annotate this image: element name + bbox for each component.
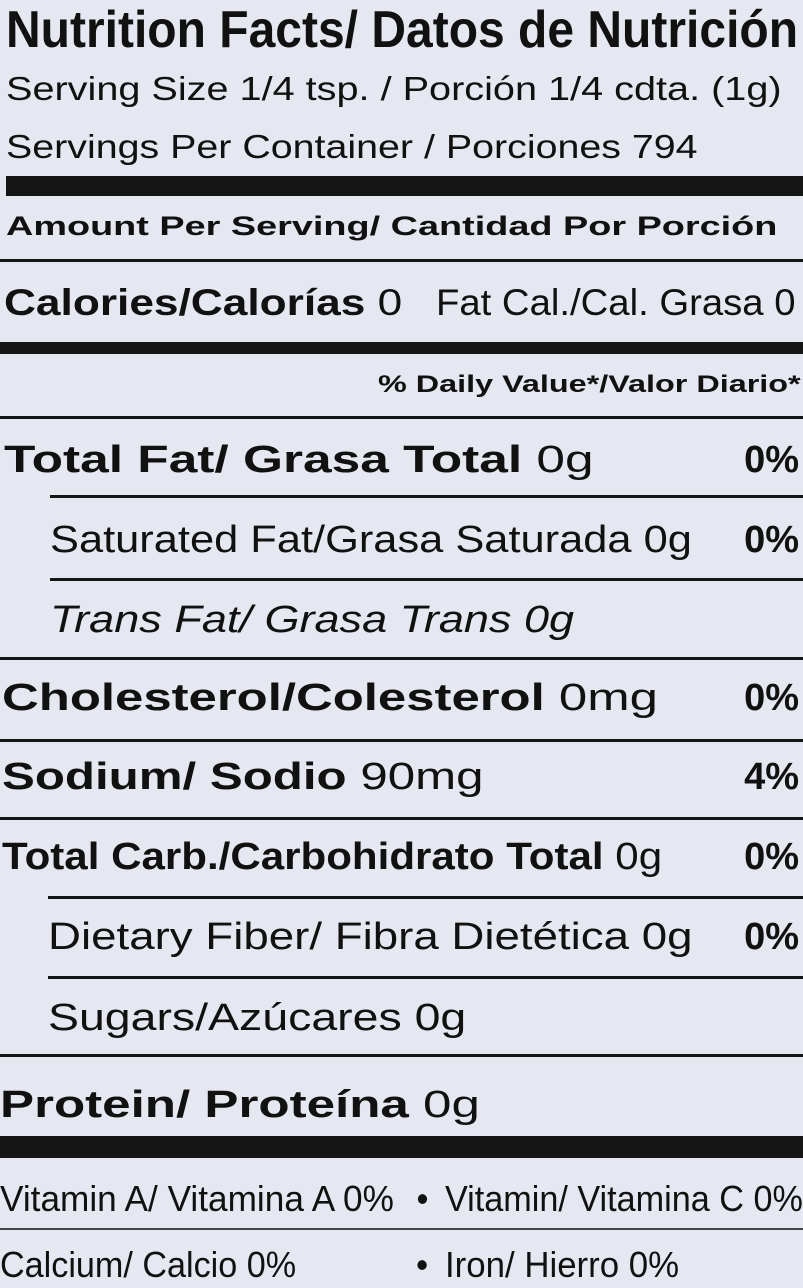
thick-rule bbox=[6, 176, 803, 196]
serving-size: Serving Size 1/4 tsp. / Porción 1/4 cdta… bbox=[6, 70, 782, 107]
rule bbox=[48, 976, 803, 979]
nutrient-row: Cholesterol/Colesterol 0mg bbox=[2, 679, 658, 717]
nutrient-amount: 0g bbox=[615, 836, 663, 878]
calories-amount: 0 bbox=[377, 282, 403, 323]
vitamin: Calcium/ Calcio 0% bbox=[0, 1244, 297, 1285]
rule bbox=[50, 495, 803, 498]
rule bbox=[0, 739, 803, 742]
rule bbox=[0, 817, 803, 820]
rule bbox=[0, 1054, 803, 1057]
nutrient-amount: 0g bbox=[523, 599, 575, 641]
nutrient-row: Total Fat/ Grasa Total 0g bbox=[4, 441, 594, 479]
thick-rule bbox=[0, 1136, 803, 1158]
nutrient-label: Protein/ Proteína bbox=[0, 1084, 409, 1126]
nutrient-amount: 90mg bbox=[360, 756, 484, 798]
nutrient-amount: 0g bbox=[643, 519, 692, 561]
nutrient-row: Sodium/ Sodio 90mg bbox=[2, 758, 483, 796]
daily-value: 0% bbox=[744, 439, 799, 481]
thick-rule bbox=[0, 342, 803, 354]
nutrient-label: Sugars/Azúcares bbox=[48, 997, 402, 1039]
nutrient-label: Total Fat/ Grasa Total bbox=[4, 439, 523, 481]
nutrient-label: Total Carb./Carbohidrato Total bbox=[2, 836, 604, 878]
nutrient-label: Sodium/ Sodio bbox=[2, 756, 347, 798]
daily-value: 0% bbox=[744, 836, 799, 878]
nutrient-amount: 0mg bbox=[558, 677, 658, 719]
vitamin: Vitamin A/ Vitamina A 0% bbox=[0, 1178, 394, 1219]
rule bbox=[50, 578, 803, 581]
rule bbox=[0, 1228, 803, 1230]
nutrient-label: Saturated Fat/Grasa Saturada bbox=[50, 519, 632, 561]
daily-value: 4% bbox=[744, 756, 799, 798]
nutrient-row: Saturated Fat/Grasa Saturada 0g bbox=[50, 521, 692, 559]
daily-value: 0% bbox=[744, 916, 799, 958]
fat-calories-amount: 0 bbox=[774, 282, 796, 323]
nutrient-row: Protein/ Proteína 0g bbox=[0, 1086, 480, 1124]
vitamin: Iron/ Hierro 0% bbox=[416, 1247, 679, 1284]
nutrient-label: Dietary Fiber/ Fibra Dietética bbox=[48, 916, 630, 958]
nutrient-row: Trans Fat/ Grasa Trans 0g bbox=[50, 601, 574, 639]
rule bbox=[0, 657, 803, 660]
daily-value-header: % Daily Value*/Valor Diario* bbox=[378, 371, 801, 398]
rule bbox=[48, 896, 803, 899]
title: Nutrition Facts/ Datos de Nutrición bbox=[6, 1, 799, 59]
nutrient-amount: 0g bbox=[641, 916, 693, 958]
daily-value: 0% bbox=[744, 519, 799, 561]
rule bbox=[0, 416, 803, 419]
nutrient-row: Sugars/Azúcares 0g bbox=[48, 999, 466, 1037]
vitamin: Vitamin/ Vitamina C 0% bbox=[417, 1181, 803, 1218]
calories-label: Calories/Calorías bbox=[4, 282, 366, 323]
fat-calories-row: Fat Cal./Cal. Grasa 0 bbox=[436, 284, 795, 321]
calories-row: Calories/Calorías 0 bbox=[4, 284, 402, 321]
rule bbox=[0, 259, 803, 262]
fat-calories-label: Fat Cal./Cal. Grasa bbox=[436, 282, 764, 323]
nutrient-row: Total Carb./Carbohidrato Total 0g bbox=[2, 838, 662, 876]
nutrient-amount: 0g bbox=[414, 997, 467, 1039]
nutrient-amount: 0g bbox=[536, 439, 594, 481]
nutrient-amount: 0g bbox=[423, 1084, 480, 1126]
nutrient-label: Trans Fat/ Grasa Trans bbox=[50, 599, 512, 641]
amount-per-serving: Amount Per Serving/ Cantidad Por Porción bbox=[6, 211, 778, 241]
nutrient-row: Dietary Fiber/ Fibra Dietética 0g bbox=[48, 918, 693, 956]
nutrient-label: Cholesterol/Colesterol bbox=[2, 677, 545, 719]
servings-per-container: Servings Per Container / Porciones 794 bbox=[6, 128, 698, 165]
daily-value: 0% bbox=[744, 677, 799, 719]
